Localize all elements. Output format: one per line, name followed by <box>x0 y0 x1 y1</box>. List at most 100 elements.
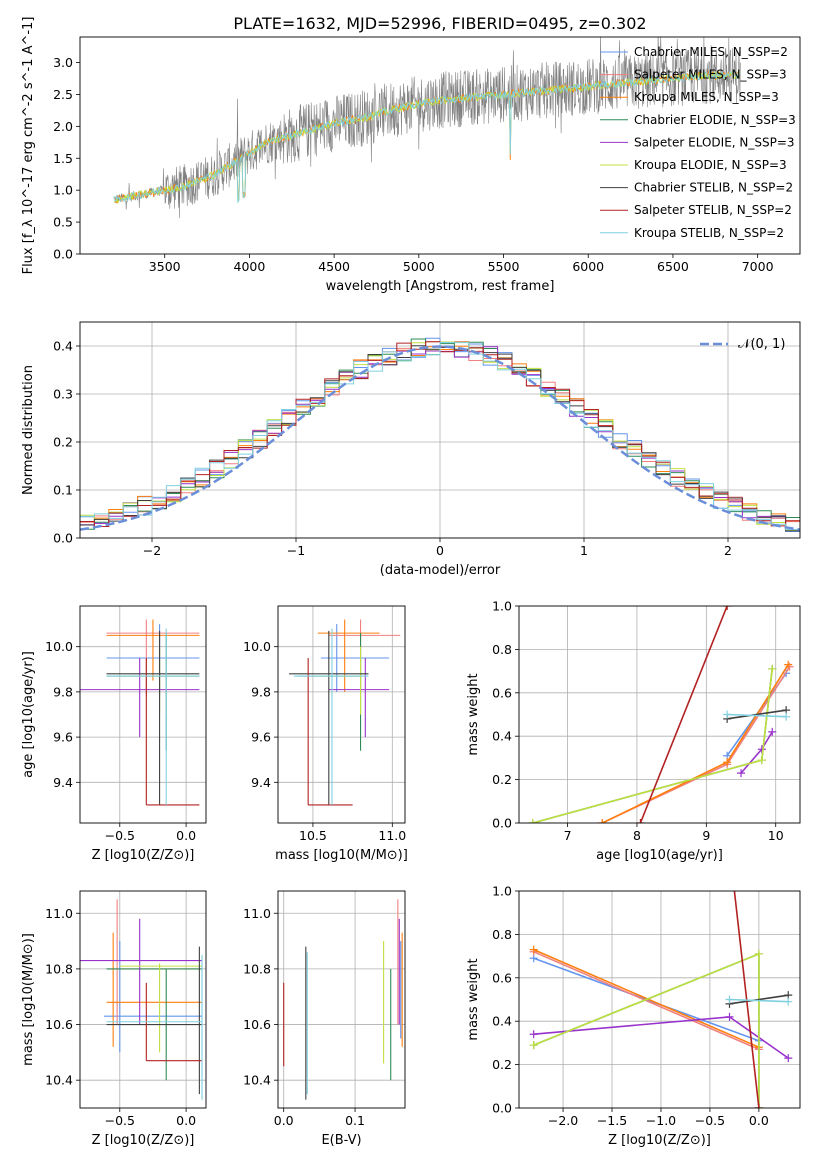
y-tick-label: 11.0 <box>45 906 73 921</box>
y-tick-label: 0.6 <box>492 685 512 700</box>
y-tick-label: 0.0 <box>53 531 73 546</box>
weight-line-kroupa_miles <box>601 664 789 823</box>
y-tick-label: 10.8 <box>45 961 73 976</box>
weight-line-kroupa_elodie <box>533 952 760 1108</box>
weight-marker-kroupa_miles <box>784 660 793 669</box>
weight-marker-salpeter_elodie <box>757 745 766 754</box>
weight-line-salpeter_elodie <box>740 731 773 774</box>
x-axis-label: wavelength [Angstrom, rest frame] <box>326 279 555 294</box>
y-tick-label: 0.2 <box>53 435 73 450</box>
x-axis-label: age [log10(age/yr)] <box>596 848 723 863</box>
axes-frame <box>277 890 406 1109</box>
weight-line-kroupa_stelib <box>727 713 787 718</box>
x-tick-label: 7 <box>564 828 572 843</box>
legend-label-kroupa_elodie: Kroupa ELODIE, N_SSP=3 <box>634 158 787 172</box>
model-line-kroupa_stelib <box>113 70 741 204</box>
weight-marker-kroupa_elodie <box>529 1041 538 1050</box>
y-tick-label: 1.0 <box>492 599 512 614</box>
weight-line-chabrier_stelib <box>729 994 789 1005</box>
y-tick-label: 2.5 <box>53 87 73 102</box>
y-axis-label: mass weight <box>466 958 481 1040</box>
plot-area-mass_vs_Z <box>80 891 206 1108</box>
weight-marker-salpeter_elodie <box>725 1012 734 1021</box>
panel-spectrum: 3500 4000 4500 5000 5500 6000 6500 7000 0.0 0.5 1.… <box>21 17 801 294</box>
weight-line-salpeter_miles <box>601 666 791 823</box>
panel-mass_vs_ebv: 0.0 0.1 10.4 10.6 10.8 11.0 E(B-V) <box>243 890 406 1148</box>
y-tick-label: 9.6 <box>53 730 73 745</box>
y-tick-label: 0.4 <box>492 729 512 744</box>
weight-line-salpeter_stelib <box>733 891 760 1108</box>
y-tick-label: 1.0 <box>492 884 512 899</box>
weight-marker-kroupa_miles <box>529 945 538 954</box>
y-tick-label: 0.2 <box>492 1057 512 1072</box>
y-tick-label: 9.6 <box>251 730 271 745</box>
weight-marker-kroupa_stelib <box>723 710 732 719</box>
x-axis-label: Z [log10(Z/Z⊙)] <box>608 1133 711 1148</box>
weight-marker-salpeter_elodie <box>768 727 777 736</box>
y-tick-label: 0.0 <box>492 1101 512 1116</box>
gaussian-curve <box>80 345 800 531</box>
legend-label-kroupa_stelib: Kroupa STELIB, N_SSP=2 <box>634 226 784 240</box>
plots-layer: 3500 4000 4500 5000 5500 6000 6500 7000 0.0 0.5 1.… <box>21 17 801 1148</box>
legend-label-salpeter_miles: Salpeter MILES, N_SSP=3 <box>634 68 787 82</box>
axes-frame <box>79 890 207 1109</box>
y-axis-label: age [log10(age/yr)] <box>21 651 36 778</box>
x-tick-label: 0.0 <box>274 1113 294 1128</box>
y-tick-label: 1.5 <box>53 151 73 166</box>
x-tick-label: −0.5 <box>695 1113 725 1128</box>
x-tick-label: −0.5 <box>105 828 135 843</box>
y-tick-label: 10.8 <box>243 961 271 976</box>
weight-marker-kroupa_stelib <box>725 995 734 1004</box>
plot-area-spectrum <box>113 37 741 219</box>
x-tick-label: −1.5 <box>597 1113 627 1128</box>
x-tick-label: 0.0 <box>749 1113 769 1128</box>
y-tick-label: 0.0 <box>53 247 73 262</box>
weight-line-kroupa_miles <box>533 948 760 1048</box>
x-tick-label: 5000 <box>403 259 435 274</box>
x-tick-label: 1 <box>580 543 588 558</box>
x-tick-label: 9 <box>702 828 710 843</box>
weight-marker-kroupa_miles <box>598 819 607 823</box>
y-tick-label: 10.4 <box>45 1073 73 1088</box>
axes-frame <box>79 321 801 539</box>
y-tick-label: 1.0 <box>53 183 73 198</box>
axes-frame <box>277 605 406 824</box>
plot-area-mass_vs_ebv <box>278 891 405 1108</box>
weight-marker-kroupa_elodie <box>768 664 777 673</box>
x-tick-label: 4000 <box>234 259 266 274</box>
x-tick-label: 0.0 <box>176 1113 196 1128</box>
plot-area-massweight_vs_age <box>519 606 800 823</box>
weight-marker-kroupa_elodie <box>757 756 766 765</box>
x-tick-label: 0 <box>436 543 444 558</box>
x-tick-label: −2 <box>143 543 161 558</box>
x-tick-label: −1.0 <box>646 1113 676 1128</box>
x-tick-label: 8 <box>633 828 641 843</box>
panel-massweight_vs_age: 7 8 9 10 0.0 0.2 0.4 0.6 0.8 1.0 age [log10(age/yr… <box>466 599 801 863</box>
y-tick-label: 10.4 <box>243 1073 271 1088</box>
x-tick-label: 0.0 <box>176 828 196 843</box>
plot-area-age_vs_mass <box>278 606 405 823</box>
weight-marker-salpeter_elodie <box>784 1054 793 1063</box>
legend-label-chabrier_stelib: Chabrier STELIB, N_SSP=2 <box>634 181 793 195</box>
x-axis-label: Z [log10(Z/Z⊙)] <box>92 848 195 863</box>
weight-line-kroupa_stelib <box>729 998 789 1003</box>
y-tick-label: 0.1 <box>53 483 73 498</box>
x-tick-label: 7000 <box>742 259 774 274</box>
weight-marker-kroupa_stelib <box>782 712 791 721</box>
x-tick-label: 11.0 <box>378 828 406 843</box>
weight-marker-kroupa_elodie <box>754 949 763 958</box>
weight-line-salpeter_miles <box>533 951 760 1051</box>
y-tick-label: 0.5 <box>53 215 73 230</box>
x-tick-label: 10.5 <box>299 828 327 843</box>
weight-marker-salpeter_stelib <box>726 844 734 852</box>
y-tick-label: 0.8 <box>492 642 512 657</box>
axes-frame <box>518 605 801 824</box>
weight-marker-salpeter_stelib <box>754 1104 763 1108</box>
y-tick-label: 9.8 <box>251 684 271 699</box>
x-tick-label: 6000 <box>572 259 604 274</box>
axes-frame <box>79 36 801 255</box>
y-tick-label: 10.6 <box>243 1017 271 1032</box>
x-tick-label: 5500 <box>488 259 520 274</box>
y-tick-label: 9.4 <box>251 775 271 790</box>
